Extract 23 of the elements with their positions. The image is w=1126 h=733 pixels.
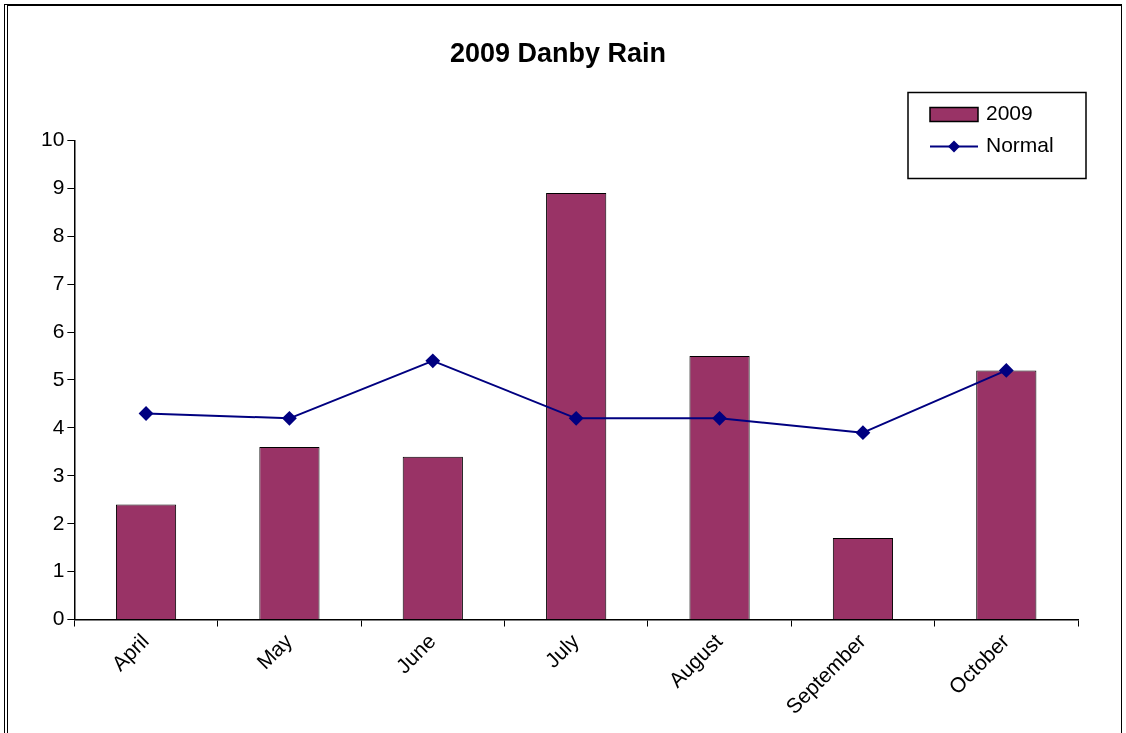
point [855, 425, 870, 440]
point [999, 363, 1014, 378]
y-tick-label: 9 [52, 175, 65, 199]
y-tick-label: 4 [52, 414, 65, 438]
legend-label: 2009 [986, 101, 1033, 125]
x-tick-label: July [540, 628, 584, 672]
y-tick-label: 10 [41, 127, 65, 151]
point [282, 411, 297, 426]
y-tick-label: 3 [52, 462, 65, 486]
y-tick-label: 5 [52, 366, 65, 390]
point [425, 353, 440, 368]
y-tick-label: 1 [52, 558, 65, 582]
point [139, 406, 154, 421]
point [712, 411, 727, 426]
y-tick-label: 0 [52, 606, 65, 630]
x-tick-label: May [252, 628, 297, 674]
point [569, 411, 584, 426]
chart-title: 2009 Danby Rain [449, 37, 667, 68]
y-tick-label: 6 [52, 318, 65, 342]
y-tick-label: 7 [52, 270, 65, 294]
y-tick-label: 2 [52, 510, 65, 534]
legend-label: Normal [986, 133, 1054, 157]
y-tick-label: 8 [52, 223, 65, 247]
